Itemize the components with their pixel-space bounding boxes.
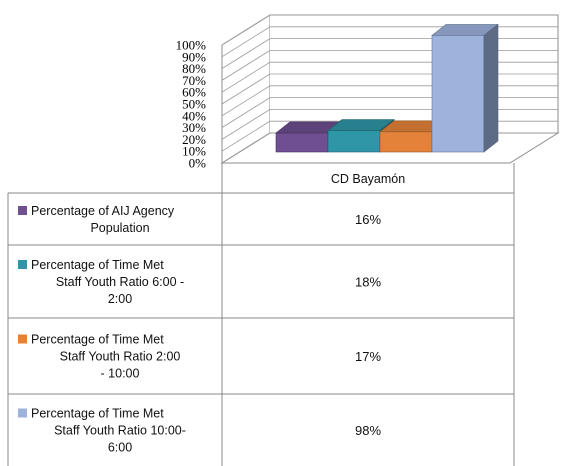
bar-front	[431, 35, 485, 153]
y-tick-label: 70%	[182, 73, 206, 88]
series-name-line: Staff Youth Ratio 10:00-	[54, 424, 186, 438]
y-tick-label: 50%	[182, 97, 206, 112]
series-name-line: 2:00	[108, 292, 132, 306]
series-name-line: Staff Youth Ratio 6:00 -	[56, 275, 184, 289]
bar-side	[483, 23, 499, 153]
series-name-line: Staff Youth Ratio 2:00	[60, 350, 181, 364]
series-name-line: 6:00	[108, 441, 132, 455]
gridline	[221, 14, 558, 46]
legend-key	[18, 260, 27, 269]
series-name-line: - 10:00	[101, 367, 140, 381]
bar	[431, 23, 499, 153]
y-tick-label: 30%	[182, 120, 206, 135]
bar-front	[379, 131, 433, 153]
y-tick-label: 90%	[182, 49, 206, 64]
value-label: 98%	[355, 423, 381, 438]
value-label: 18%	[355, 275, 381, 290]
series-name-line: Percentage of Time Met	[31, 258, 164, 272]
value-label: 16%	[355, 212, 381, 227]
series-name-line: Percentage of Time Met	[31, 333, 164, 347]
value-label: 17%	[355, 349, 381, 364]
legend-key	[18, 206, 27, 215]
series-name-line: Population	[90, 221, 149, 235]
y-tick-label: 80%	[182, 61, 206, 76]
y-tick-label: 40%	[182, 108, 206, 123]
y-tick-label: 10%	[182, 144, 206, 159]
legend-key	[18, 334, 27, 344]
bar-front	[275, 132, 329, 153]
y-tick-label: 100%	[176, 38, 207, 53]
y-tick-label: 0%	[189, 156, 207, 171]
data-table: CD Bayamón Percentage of AIJ Agency Popula…	[7, 163, 515, 466]
y-tick-label: 20%	[182, 132, 206, 147]
series-name-line: Percentage of Time Met	[31, 407, 164, 421]
bar-front	[327, 130, 381, 153]
category-label: CD Bayamón	[331, 172, 405, 186]
series-name-line: Percentage of AIJ Agency	[31, 204, 175, 218]
y-axis-tick-labels: 0%10%20%30%40%50%60%70%80%90%100%	[176, 38, 207, 171]
chart-bars	[275, 23, 499, 153]
legend-key	[18, 408, 27, 418]
y-tick-label: 60%	[182, 85, 206, 100]
